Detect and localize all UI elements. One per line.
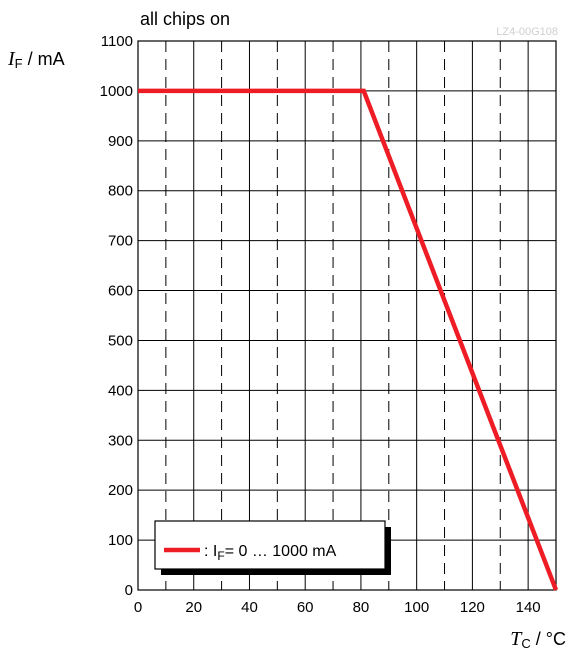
x-tick-label: 40	[241, 599, 258, 616]
y-axis-unit: / mA	[23, 49, 65, 69]
y-tick-label: 500	[108, 332, 133, 349]
grid-lines	[137, 40, 557, 591]
x-tick-label: 120	[460, 599, 485, 616]
legend-prefix: : I	[204, 543, 217, 560]
x-tick-label: 140	[516, 599, 541, 616]
tick-labels: 0 20 40 60 80 100 120 140 0 100 200 300 400 500 600 700…	[100, 33, 541, 616]
legend: : IF= 0 … 1000 mA	[154, 520, 391, 575]
x-tick-label: 60	[297, 599, 314, 616]
y-tick-label: 1000	[100, 83, 133, 100]
y-tick-label: 900	[108, 133, 133, 150]
series-layer	[138, 88, 559, 591]
x-tick-label: 80	[353, 599, 370, 616]
document-id: LZ4-00G108	[496, 26, 558, 38]
y-axis-var: I	[7, 48, 16, 70]
y-tick-label: 700	[108, 233, 133, 250]
x-tick-label: 0	[134, 599, 142, 616]
y-tick-label: 200	[108, 482, 133, 499]
chart-title: all chips on	[140, 9, 230, 29]
y-axis-sub: F	[15, 56, 23, 71]
legend-box	[154, 520, 386, 570]
x-axis-label: TC / °C	[510, 628, 566, 651]
y-tick-label: 100	[108, 532, 133, 549]
y-tick-label: 400	[108, 382, 133, 399]
y-tick-label: 800	[108, 183, 133, 200]
y-tick-label: 600	[108, 283, 133, 300]
y-tick-label: 0	[125, 582, 133, 599]
series-line	[138, 88, 559, 591]
legend-sub: F	[217, 549, 224, 563]
y-tick-label: 1100	[101, 33, 133, 50]
x-tick-label: 20	[185, 599, 202, 616]
y-tick-label: 300	[108, 432, 133, 449]
legend-suffix: = 0 … 1000 mA	[225, 543, 337, 560]
x-axis-unit: / °C	[531, 629, 566, 649]
y-axis-label: IF / mA	[7, 48, 65, 71]
x-tick-label: 100	[404, 599, 429, 616]
x-axis-var: T	[510, 628, 523, 650]
legend-label: : IF= 0 … 1000 mA	[204, 543, 337, 563]
plot-frame	[137, 40, 557, 591]
x-axis-sub: C	[521, 636, 530, 651]
